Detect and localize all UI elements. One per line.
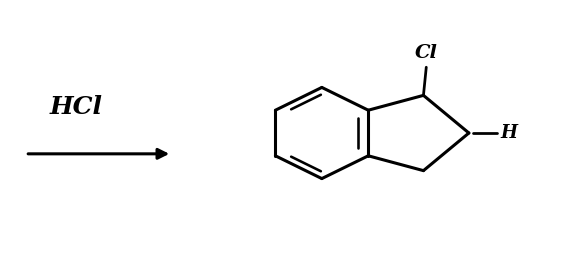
Text: H: H — [500, 124, 517, 142]
Text: HCl: HCl — [50, 95, 103, 119]
Text: Cl: Cl — [415, 44, 438, 61]
